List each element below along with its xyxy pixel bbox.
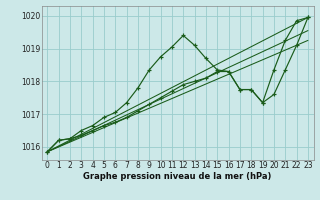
X-axis label: Graphe pression niveau de la mer (hPa): Graphe pression niveau de la mer (hPa) [84, 172, 272, 181]
